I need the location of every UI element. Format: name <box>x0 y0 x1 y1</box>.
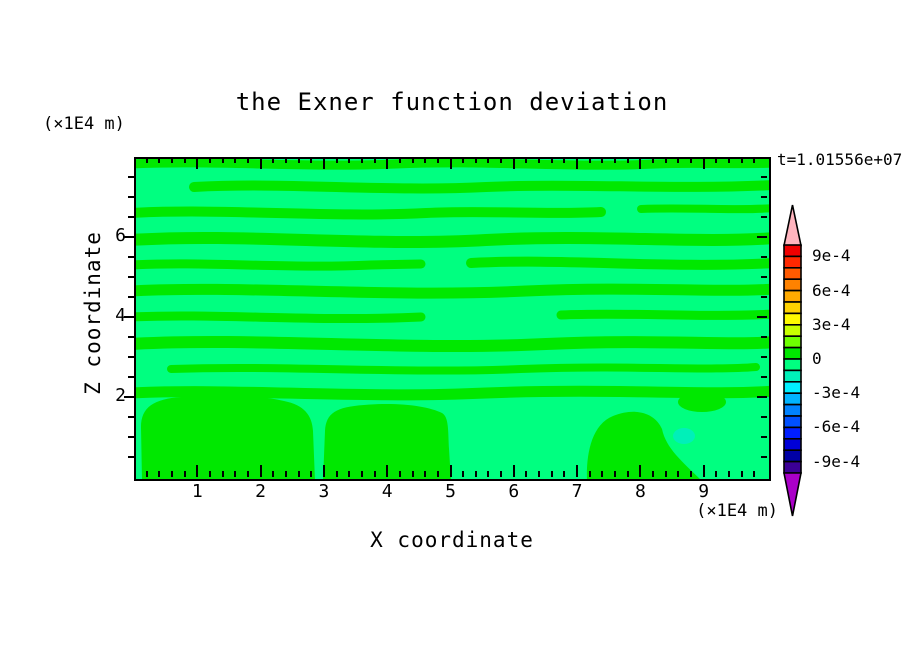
colorbar-box <box>783 301 802 315</box>
z-axis-unit-label: (×1E4 m) <box>43 114 125 134</box>
positive-blobs <box>141 392 726 479</box>
z-tick-label: 2 <box>115 385 126 406</box>
x-tick-label: 9 <box>698 481 710 502</box>
colorbar-box <box>783 335 802 349</box>
x-tick-label: 8 <box>634 481 646 502</box>
colorbar-box <box>783 415 802 429</box>
time-annotation: t=1.01556e+07 <box>777 150 903 169</box>
colorbar-box <box>783 438 802 452</box>
x-tick-label: 5 <box>445 481 456 502</box>
colorbar-box <box>783 312 802 326</box>
colorbar-box <box>783 358 802 372</box>
plot-title: the Exner function deviation <box>235 88 669 116</box>
x-tick-label: 2 <box>255 481 267 502</box>
x-tick-label: 4 <box>381 481 393 502</box>
plot-frame <box>134 157 771 481</box>
colorbar-box <box>783 346 802 360</box>
colorbar-box <box>783 255 802 269</box>
colorbar-box <box>783 289 802 303</box>
colorbar-tick-label: -3e-4 <box>812 383 861 403</box>
colorbar-box <box>783 267 802 281</box>
colorbar-tick-label: 9e-4 <box>812 246 851 266</box>
colorbar-box <box>783 449 802 463</box>
contour-field-svg <box>136 159 769 479</box>
colorbar-tick-label: -9e-4 <box>812 451 861 471</box>
colorbar-tick-label: 0 <box>812 349 822 368</box>
colorbar-box <box>783 369 802 383</box>
x-tick-label: 6 <box>508 481 520 502</box>
colorbar-box <box>783 403 802 417</box>
colorbar-box <box>783 244 802 258</box>
colorbar-svg <box>783 204 802 517</box>
colorbar-box <box>783 324 802 338</box>
z-tick-label: 4 <box>115 305 126 326</box>
colorbar-tick-label: 3e-4 <box>812 314 851 334</box>
colorbar-under-arrow <box>783 472 802 517</box>
x-axis-title: X coordinate <box>370 528 534 552</box>
colorbar-box <box>783 426 802 440</box>
colorbar-over-arrow <box>783 204 802 247</box>
positive-bands <box>136 159 769 401</box>
z-tick-label: 6 <box>115 225 126 246</box>
x-tick-label: 3 <box>318 481 330 502</box>
z-axis-title: Z coordinate <box>81 231 105 395</box>
x-axis-unit-label: (×1E4 m) <box>696 501 778 521</box>
colorbar-box <box>783 278 802 292</box>
colorbar-box <box>783 381 802 395</box>
x-tick-label: 7 <box>571 481 583 502</box>
colorbar-box <box>783 460 802 474</box>
negative-pocket <box>673 428 695 444</box>
x-tick-label: 1 <box>191 481 203 502</box>
colorbar-tick-label: -6e-4 <box>812 417 861 437</box>
colorbar-box <box>783 392 802 406</box>
colorbar-tick-label: 6e-4 <box>812 280 851 300</box>
